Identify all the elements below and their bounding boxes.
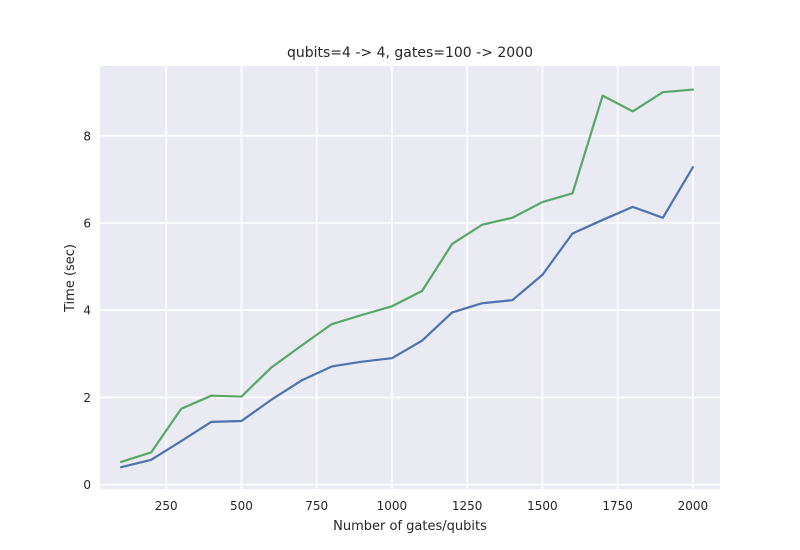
series-lines [119,88,695,469]
y-tick-label: 8 [83,129,91,143]
x-axis-label: Number of gates/qubits [333,519,487,534]
y-tick-label: 2 [83,391,91,405]
x-tick-label: 1750 [602,499,633,513]
series-line-1 [119,166,695,469]
plot-background [100,66,720,489]
chart-title: qubits=4 -> 4, gates=100 -> 2000 [287,45,533,61]
y-tick-label: 6 [83,216,91,230]
x-tick-label: 750 [305,499,328,513]
x-tick-label: 2000 [678,499,709,513]
y-tick-label: 0 [83,478,91,492]
x-tick-label: 1500 [527,499,558,513]
y-tick-label: 4 [83,304,91,318]
y-gridlines [100,134,720,486]
x-tick-labels: 250 500 750 1000 1250 1500 1750 2000 [155,499,708,513]
series-line-2 [119,88,695,464]
x-tick-label: 1250 [452,499,483,513]
y-tick-labels: 0 2 4 6 8 [83,129,91,492]
y-axis-label: Time (sec) [63,244,78,313]
x-tick-label: 500 [230,499,253,513]
x-tick-label: 250 [155,499,178,513]
x-tick-label: 1000 [377,499,408,513]
